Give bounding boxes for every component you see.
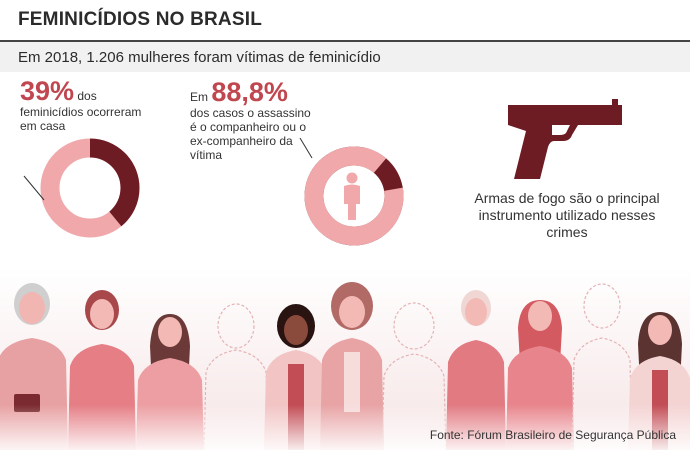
- stat-home-text-rest: feminicídios ocorreram em casa: [20, 105, 142, 133]
- page-title: FEMINICÍDIOS NO BRASIL: [18, 9, 263, 30]
- stat-home-text: 39% dos feminicídios ocorreram em casa: [20, 77, 180, 133]
- title-divider: [0, 40, 690, 42]
- page-subtitle: Em 2018, 1.206 mulheres foram vítimas de…: [18, 49, 381, 66]
- source-credit: Fonte: Fórum Brasileiro de Segurança Púb…: [429, 428, 676, 442]
- women-illustration: [0, 268, 690, 450]
- subtitle-bar: Em 2018, 1.206 mulheres foram vítimas de…: [0, 42, 690, 72]
- donut-home-ring-dark: [40, 138, 140, 238]
- stat-partner-text: Em 88,8% dos casos o assassino é o compa…: [190, 78, 340, 162]
- donut-partner: [304, 146, 404, 246]
- donut-home: [40, 138, 140, 238]
- stat-partner-value: 88,8%: [211, 77, 288, 107]
- pistol-icon: [508, 99, 622, 179]
- firearm-caption: Armas de fogo são o principal instrument…: [474, 190, 660, 240]
- donut-partner-pointer: [299, 137, 313, 159]
- stat-partner-prefix: Em: [190, 90, 212, 104]
- stat-home-text-after: dos: [74, 89, 97, 103]
- stat-home-value: 39%: [20, 76, 75, 106]
- stat-partner-description: dos casos o assassino é o companheiro ou…: [190, 106, 311, 162]
- person-icon: [344, 172, 360, 220]
- donut-home-pointer: [23, 175, 45, 201]
- house-icon: [69, 168, 111, 210]
- title-bar: FEMINICÍDIOS NO BRASIL: [0, 0, 690, 40]
